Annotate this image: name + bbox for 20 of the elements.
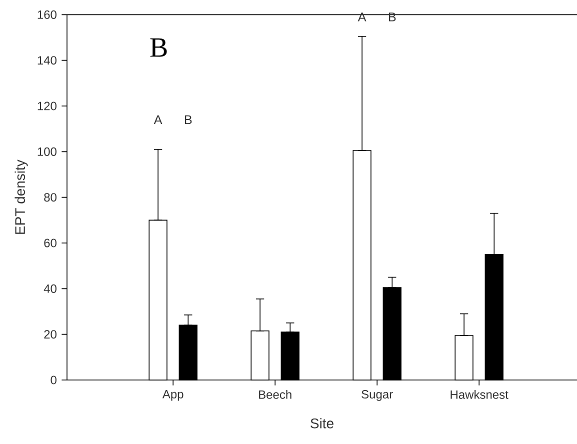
y-tick-label: 160 bbox=[38, 10, 56, 19]
x-tick-label: App bbox=[162, 390, 184, 401]
y-tick-label: 140 bbox=[38, 56, 56, 65]
y-axis-title: EPT density bbox=[14, 160, 28, 234]
annotation: A bbox=[154, 115, 162, 124]
y-tick-label: 120 bbox=[38, 102, 56, 110]
x-tick-label: Hawksnest bbox=[450, 390, 508, 399]
x-axis-title: Site bbox=[310, 418, 334, 428]
annotation: B bbox=[388, 12, 396, 22]
x-tick-label: Sugar bbox=[362, 390, 393, 401]
x-tick-label: Beech bbox=[259, 390, 292, 399]
y-tick-label: 20 bbox=[44, 330, 56, 339]
annotation: B bbox=[184, 115, 192, 124]
y-tick-label: 100 bbox=[38, 147, 56, 156]
y-tick-label: 0 bbox=[50, 376, 56, 384]
annotation: B bbox=[150, 38, 167, 57]
y-tick-label: 60 bbox=[44, 238, 56, 248]
y-tick-label: 80 bbox=[44, 193, 56, 202]
y-tick-label: 40 bbox=[44, 284, 56, 293]
annotation: A bbox=[358, 12, 366, 22]
